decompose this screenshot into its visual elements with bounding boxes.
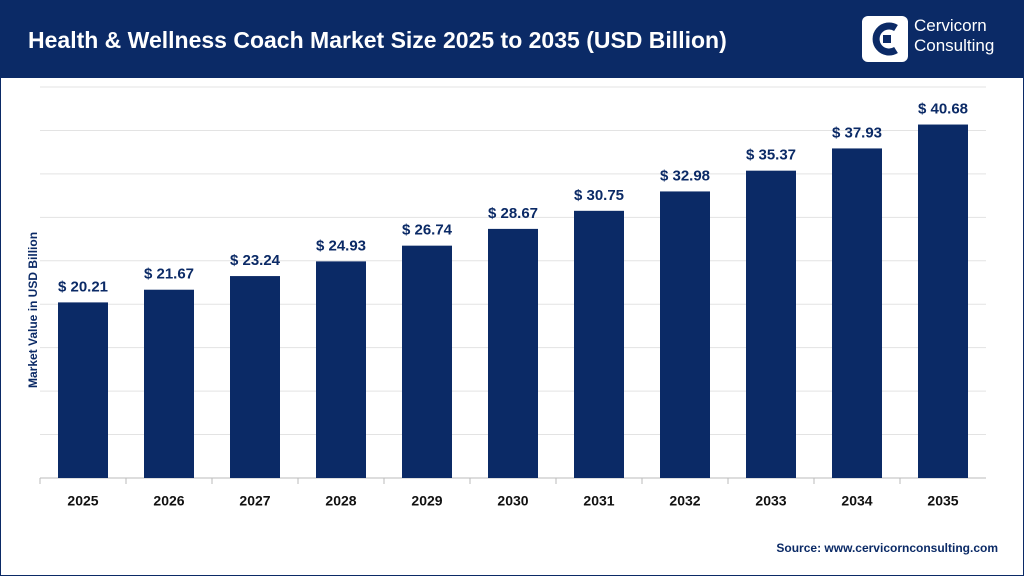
logo-icon <box>872 22 898 56</box>
logo-dot <box>883 35 891 43</box>
bar <box>574 210 624 479</box>
x-tick-label: 2029 <box>411 493 442 509</box>
bar <box>918 124 968 478</box>
bar <box>402 245 452 478</box>
x-tick-label: 2030 <box>497 493 528 509</box>
brand: Cervicorn Consulting <box>914 16 995 55</box>
x-tick-label: 2032 <box>669 493 700 509</box>
bar <box>230 276 280 478</box>
x-tick-label: 2025 <box>67 493 98 509</box>
header-band <box>0 0 1024 78</box>
x-tick-label: 2031 <box>583 493 614 509</box>
logo: Cervicorn Consulting <box>862 16 995 62</box>
value-label: $ 26.74 <box>402 222 453 239</box>
value-label: $ 35.37 <box>746 147 796 164</box>
y-axis-label: Market Value in USD Billion <box>26 232 40 388</box>
value-label: $ 20.21 <box>58 278 108 295</box>
value-label: $ 30.75 <box>574 187 624 204</box>
x-tick-label: 2033 <box>755 493 786 509</box>
value-label: $ 37.93 <box>832 124 882 141</box>
value-label: $ 32.98 <box>660 167 710 184</box>
chart-title: Health & Wellness Coach Market Size 2025… <box>28 27 727 53</box>
bar <box>832 148 882 478</box>
bar <box>660 191 710 479</box>
x-tick-label: 2027 <box>239 493 270 509</box>
bar <box>488 228 538 478</box>
x-tick-label: 2035 <box>927 493 958 509</box>
x-tick-label: 2034 <box>841 493 872 509</box>
x-tick-label: 2026 <box>153 493 184 509</box>
x-tick-label: 2028 <box>325 493 356 509</box>
value-label: $ 24.93 <box>316 237 366 254</box>
bar <box>746 170 796 478</box>
value-label: $ 28.67 <box>488 205 538 222</box>
logo-text-box: Cervicorn Consulting <box>914 16 995 55</box>
value-label: $ 23.24 <box>230 252 281 269</box>
bar <box>316 261 366 478</box>
bar <box>58 302 108 478</box>
bar <box>144 289 194 478</box>
value-label: $ 40.68 <box>918 101 968 118</box>
source: Source: www.cervicornconsulting.com <box>776 541 998 555</box>
value-label: $ 21.67 <box>144 266 194 283</box>
